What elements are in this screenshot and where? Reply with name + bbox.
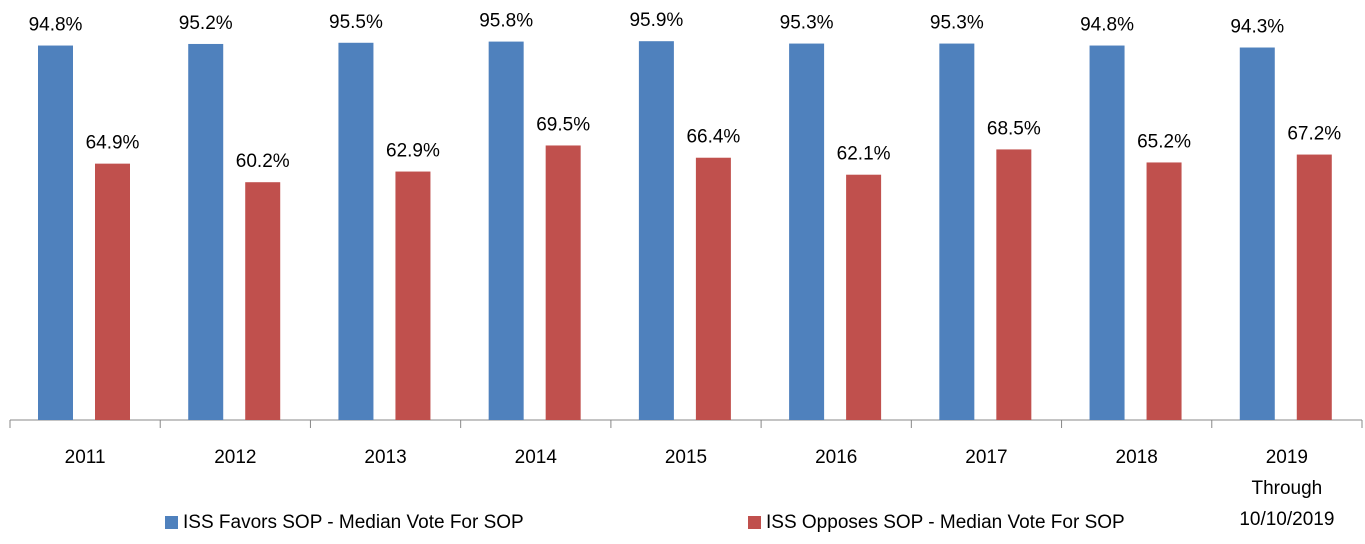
data-label: 62.9% [386, 141, 440, 162]
legend-label: ISS Opposes SOP - Median Vote For SOP [766, 512, 1125, 533]
bar [996, 149, 1032, 421]
bar [38, 45, 73, 420]
data-label: 95.5% [329, 12, 383, 33]
bar [638, 41, 674, 420]
bar [395, 171, 431, 420]
bar [1146, 162, 1182, 420]
bar [695, 157, 731, 420]
bar [338, 42, 374, 421]
data-label: 95.8% [479, 11, 533, 32]
data-label: 66.4% [686, 127, 740, 148]
bar [95, 163, 130, 420]
data-label: 95.3% [930, 13, 984, 34]
legend-label: ISS Favors SOP - Median Vote For SOP [183, 512, 524, 533]
bar [188, 43, 224, 421]
x-tick-label: 2019 Through 10/10/2019 [1239, 447, 1334, 530]
x-tick-label: 2017 [965, 447, 1007, 468]
x-tick-label: 2016 [815, 447, 857, 468]
bar [245, 182, 281, 420]
data-label: 95.3% [780, 13, 834, 34]
x-tick-label: 2013 [364, 447, 406, 468]
data-label: 68.5% [987, 118, 1041, 139]
data-label: 67.2% [1287, 124, 1341, 145]
data-label: 95.2% [179, 13, 233, 34]
data-label: 65.2% [1137, 131, 1191, 152]
bar [846, 174, 882, 420]
bar [545, 145, 581, 420]
x-tick-label: 2012 [214, 447, 256, 468]
data-label: 69.5% [536, 114, 590, 135]
legend-swatch [748, 516, 761, 529]
x-tick-label: 2011 [65, 447, 106, 468]
data-label: 94.8% [1080, 15, 1134, 36]
x-tick-label: 2014 [515, 447, 558, 468]
bar [1089, 45, 1125, 420]
bar [488, 41, 524, 421]
data-label: 62.1% [837, 144, 891, 165]
x-tick-label: 2018 [1116, 447, 1158, 468]
bar [789, 43, 825, 420]
bar [1296, 154, 1332, 420]
bar [1239, 47, 1275, 420]
data-label: 94.8% [29, 15, 83, 36]
data-label: 64.9% [86, 133, 140, 154]
legend-swatch [165, 516, 178, 529]
data-label: 94.3% [1230, 17, 1284, 38]
bar [939, 43, 975, 420]
data-label: 60.2% [236, 151, 290, 172]
x-tick-label: 2015 [665, 447, 707, 468]
data-label: 95.9% [629, 10, 683, 31]
